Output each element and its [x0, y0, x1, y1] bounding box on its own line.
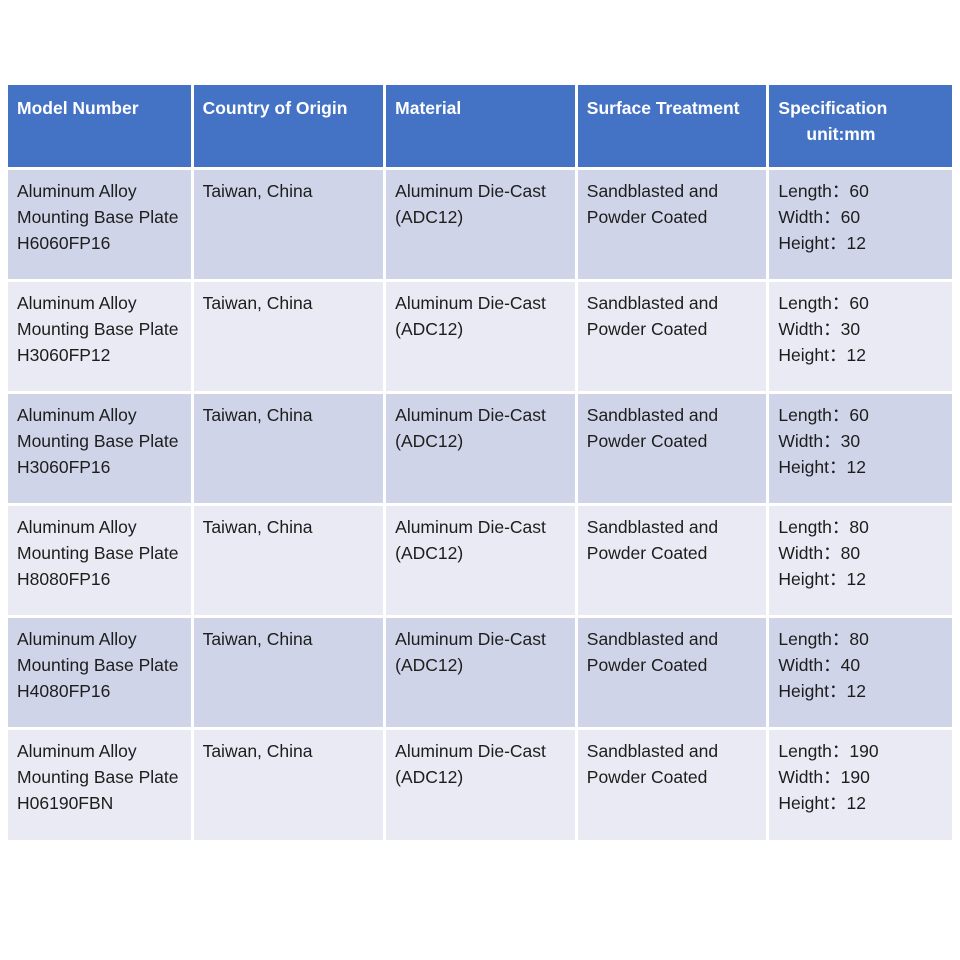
cell-material: Aluminum Die-Cast (ADC12) [383, 390, 577, 504]
cell-spec: Length：60 Width：30 Height：12 [766, 390, 952, 504]
cell-material: Aluminum Die-Cast (ADC12) [383, 168, 577, 280]
table-row: Aluminum Alloy Mounting Base Plate H0619… [8, 726, 952, 840]
cell-spec: Length：60 Width：30 Height：12 [766, 278, 952, 392]
cell-spec: Length：60 Width：60 Height：12 [766, 168, 952, 280]
cell-model: Aluminum Alloy Mounting Base Plate H3060… [8, 390, 193, 504]
table-row: Aluminum Alloy Mounting Base Plate H6060… [8, 168, 952, 280]
table-row: Aluminum Alloy Mounting Base Plate H4080… [8, 614, 952, 728]
table-body: Aluminum Alloy Mounting Base Plate H6060… [8, 168, 952, 840]
cell-surface: Sandblasted and Powder Coated [574, 726, 768, 840]
cell-spec: Length：80 Width：40 Height：12 [766, 614, 952, 728]
cell-spec: Length：190 Width：190 Height：12 [766, 726, 952, 840]
header-label: Country of Origin [202, 98, 348, 118]
table-row: Aluminum Alloy Mounting Base Plate H3060… [8, 390, 952, 504]
header-row: Model Number Country of Origin Material … [8, 85, 952, 170]
cell-material: Aluminum Die-Cast (ADC12) [383, 278, 577, 392]
product-spec-table: Model Number Country of Origin Material … [8, 85, 952, 840]
header-specification: Specification unit:mm [766, 85, 952, 170]
header-model-number: Model Number [8, 85, 193, 170]
cell-origin: Taiwan, China [190, 390, 385, 504]
cell-origin: Taiwan, China [190, 614, 385, 728]
cell-origin: Taiwan, China [190, 502, 385, 616]
cell-surface: Sandblasted and Powder Coated [574, 278, 768, 392]
table-row: Aluminum Alloy Mounting Base Plate H8080… [8, 502, 952, 616]
cell-model: Aluminum Alloy Mounting Base Plate H6060… [8, 168, 193, 280]
header-label: Specification [778, 98, 888, 118]
header-country-of-origin: Country of Origin [190, 85, 385, 170]
header-label: Model Number [17, 98, 139, 118]
header-label: Material [395, 98, 462, 118]
header-material: Material [383, 85, 577, 170]
cell-surface: Sandblasted and Powder Coated [574, 168, 768, 280]
cell-surface: Sandblasted and Powder Coated [574, 390, 768, 504]
cell-origin: Taiwan, China [190, 168, 385, 280]
table-header: Model Number Country of Origin Material … [8, 85, 952, 170]
cell-material: Aluminum Die-Cast (ADC12) [383, 614, 577, 728]
cell-surface: Sandblasted and Powder Coated [574, 502, 768, 616]
cell-origin: Taiwan, China [190, 278, 385, 392]
cell-model: Aluminum Alloy Mounting Base Plate H0619… [8, 726, 193, 840]
cell-material: Aluminum Die-Cast (ADC12) [383, 726, 577, 840]
header-unit-label: unit:mm [806, 124, 876, 144]
header-surface-treatment: Surface Treatment [574, 85, 768, 170]
table-row: Aluminum Alloy Mounting Base Plate H3060… [8, 278, 952, 392]
cell-surface: Sandblasted and Powder Coated [574, 614, 768, 728]
header-label: Surface Treatment [586, 98, 740, 118]
cell-model: Aluminum Alloy Mounting Base Plate H4080… [8, 614, 193, 728]
cell-model: Aluminum Alloy Mounting Base Plate H8080… [8, 502, 193, 616]
cell-origin: Taiwan, China [190, 726, 385, 840]
cell-spec: Length：80 Width：80 Height：12 [766, 502, 952, 616]
cell-model: Aluminum Alloy Mounting Base Plate H3060… [8, 278, 193, 392]
cell-material: Aluminum Die-Cast (ADC12) [383, 502, 577, 616]
